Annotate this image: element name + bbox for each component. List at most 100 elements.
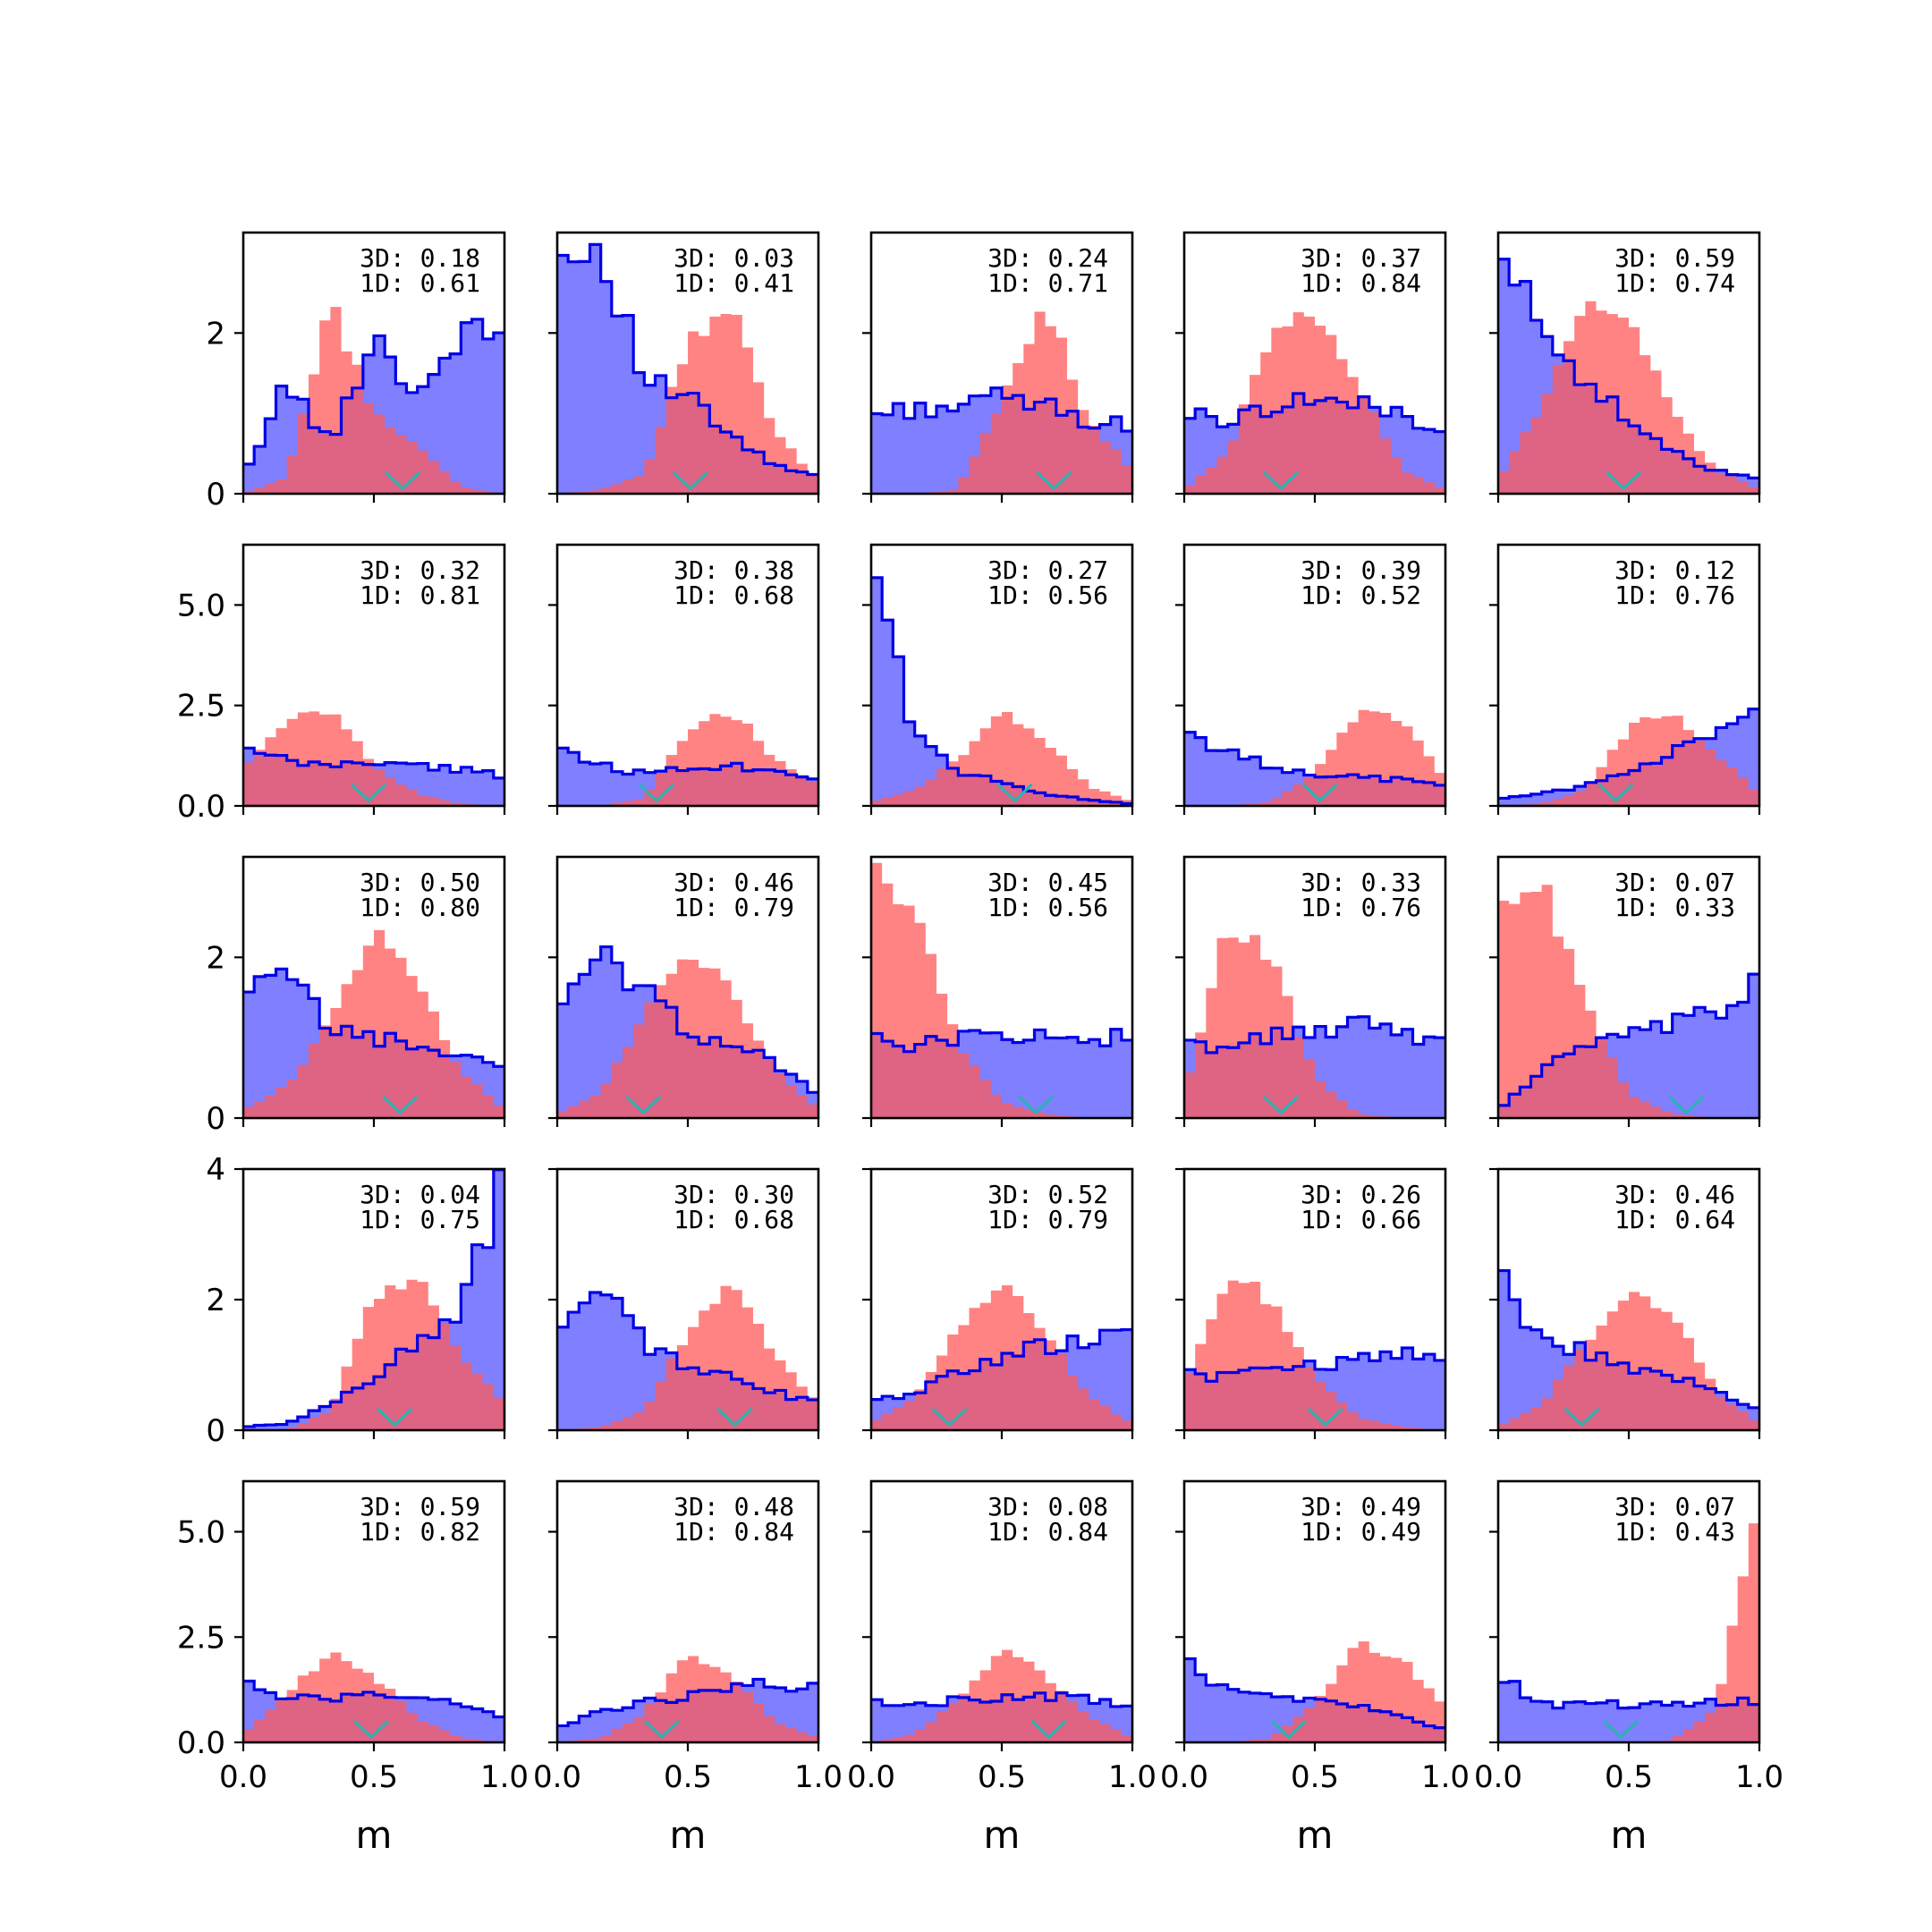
red-histogram-fill bbox=[1498, 1523, 1759, 1742]
panel-plot-area bbox=[557, 242, 818, 494]
annotation-1d: 1D: 0.80 bbox=[360, 893, 480, 922]
red-histogram-fill bbox=[1498, 301, 1759, 494]
y-tick-label: 5.0 bbox=[177, 588, 225, 623]
annotation-1d: 1D: 0.41 bbox=[674, 268, 794, 298]
red-histogram-fill bbox=[1498, 885, 1759, 1118]
annotation-1d: 1D: 0.79 bbox=[674, 893, 794, 922]
red-histogram-fill bbox=[243, 929, 504, 1118]
annotation-3d: 3D: 0.33 bbox=[1301, 868, 1421, 897]
annotation-1d: 1D: 0.84 bbox=[674, 1517, 794, 1546]
y-tick-label: 0 bbox=[206, 477, 225, 513]
annotation-1d: 1D: 0.66 bbox=[1301, 1205, 1421, 1234]
annotation-1d: 1D: 0.82 bbox=[360, 1517, 480, 1546]
annotation-3d: 3D: 0.32 bbox=[360, 555, 480, 585]
annotation-1d: 1D: 0.84 bbox=[1301, 268, 1421, 298]
blue-histogram-outline bbox=[1498, 258, 1759, 480]
panel-plot-area bbox=[1184, 935, 1445, 1118]
y-tick-label: 2.5 bbox=[177, 1620, 225, 1656]
annotation-1d: 1D: 0.33 bbox=[1614, 893, 1735, 922]
blue-histogram-outline bbox=[1184, 1346, 1445, 1383]
red-histogram-fill bbox=[243, 1279, 504, 1430]
blue-histogram-outline bbox=[1184, 1015, 1445, 1055]
marker-chevron bbox=[377, 1407, 413, 1428]
panel-plot-area bbox=[1498, 885, 1759, 1118]
red-histogram-fill bbox=[871, 711, 1132, 806]
annotation-3d: 3D: 0.08 bbox=[987, 1492, 1108, 1521]
annotation-1d: 1D: 0.76 bbox=[1301, 893, 1421, 922]
panel-plot-area bbox=[871, 311, 1132, 494]
annotation-1d: 1D: 0.74 bbox=[1614, 268, 1735, 298]
blue-histogram-outline bbox=[1184, 731, 1445, 787]
blue-histogram-outline bbox=[871, 1691, 1132, 1708]
blue-histogram-outline bbox=[243, 1679, 504, 1719]
panel-plot-area bbox=[1184, 1280, 1445, 1430]
marker-chevron bbox=[1030, 1719, 1067, 1740]
x-tick-label: 0.5 bbox=[1605, 1759, 1653, 1795]
marker-chevron bbox=[1668, 1095, 1705, 1115]
x-axis-label: m bbox=[670, 1813, 707, 1857]
red-histogram-fill bbox=[243, 711, 504, 806]
marker-chevron bbox=[1603, 1719, 1640, 1740]
annotation-3d: 3D: 0.30 bbox=[674, 1180, 794, 1209]
panel-plot-area bbox=[1498, 708, 1759, 806]
marker-chevron bbox=[672, 470, 709, 491]
annotation-1d: 1D: 0.56 bbox=[987, 580, 1108, 610]
red-histogram-fill bbox=[871, 862, 1132, 1118]
marker-chevron bbox=[1563, 1407, 1600, 1428]
blue-histogram-outline bbox=[871, 386, 1132, 433]
red-histogram-fill bbox=[243, 307, 504, 494]
annotation-3d: 3D: 0.59 bbox=[360, 1492, 480, 1521]
blue-histogram-outline bbox=[1498, 708, 1759, 801]
annotation-3d: 3D: 0.37 bbox=[1301, 243, 1421, 273]
annotation-1d: 1D: 0.49 bbox=[1301, 1517, 1421, 1546]
annotation-3d: 3D: 0.27 bbox=[987, 555, 1108, 585]
annotation-3d: 3D: 0.45 bbox=[987, 868, 1108, 897]
marker-chevron bbox=[1307, 1407, 1343, 1428]
blue-histogram-outline bbox=[557, 746, 818, 781]
y-tick-label: 2 bbox=[206, 316, 225, 352]
annotation-1d: 1D: 0.84 bbox=[987, 1517, 1108, 1546]
blue-histogram-outline bbox=[1498, 1268, 1759, 1410]
annotation-3d: 3D: 0.52 bbox=[987, 1180, 1108, 1209]
annotation-3d: 3D: 0.07 bbox=[1614, 1492, 1735, 1521]
y-tick-label: 2 bbox=[206, 940, 225, 976]
y-tick-label: 0.0 bbox=[177, 789, 225, 825]
annotation-3d: 3D: 0.38 bbox=[674, 555, 794, 585]
x-tick-label: 1.0 bbox=[794, 1759, 843, 1795]
annotation-3d: 3D: 0.07 bbox=[1614, 868, 1735, 897]
panel-plot-area bbox=[243, 1652, 504, 1742]
marker-chevron bbox=[351, 783, 387, 803]
blue-histogram-outline bbox=[1184, 1657, 1445, 1730]
annotation-3d: 3D: 0.24 bbox=[987, 243, 1108, 273]
x-tick-label: 0.0 bbox=[1160, 1759, 1208, 1795]
x-tick-label: 0.0 bbox=[1474, 1759, 1522, 1795]
annotation-1d: 1D: 0.75 bbox=[360, 1205, 480, 1234]
y-tick-label: 2.5 bbox=[177, 689, 225, 724]
panel-plot-area bbox=[871, 1284, 1132, 1430]
annotation-3d: 3D: 0.03 bbox=[674, 243, 794, 273]
x-tick-label: 0.5 bbox=[978, 1759, 1026, 1795]
red-histogram-fill bbox=[1184, 1641, 1445, 1742]
blue-histogram-outline bbox=[243, 1169, 504, 1428]
annotation-3d: 3D: 0.12 bbox=[1614, 555, 1735, 585]
annotation-1d: 1D: 0.76 bbox=[1614, 580, 1735, 610]
annotation-3d: 3D: 0.59 bbox=[1614, 243, 1735, 273]
y-tick-label: 0 bbox=[206, 1413, 225, 1449]
y-tick-label: 0.0 bbox=[177, 1725, 225, 1761]
red-histogram-fill bbox=[243, 1652, 504, 1742]
blue-histogram-outline bbox=[871, 1028, 1132, 1054]
panel-plot-area bbox=[243, 307, 504, 494]
blue-histogram-outline bbox=[243, 318, 504, 466]
red-histogram-fill bbox=[557, 959, 818, 1118]
